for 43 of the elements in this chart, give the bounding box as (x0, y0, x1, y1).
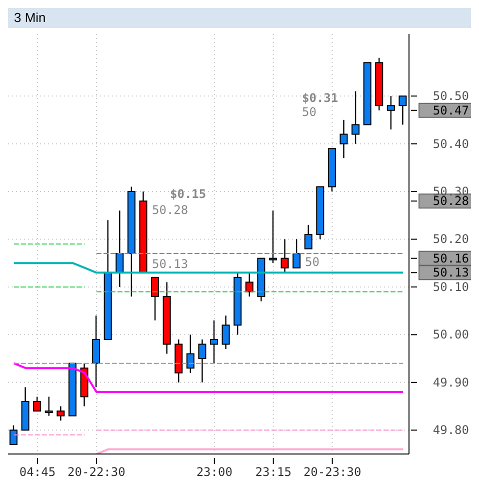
x-tick-label: 23:00 (196, 465, 232, 479)
candlestick (340, 119, 348, 159)
candlestick (292, 238, 301, 268)
y-tick-label: 50.13 (432, 266, 469, 280)
y-tick-label: 50.47 (432, 103, 469, 118)
y-tick-label: 50.10 (432, 280, 469, 294)
annotation: 50 (305, 255, 320, 269)
annotation: 50.28 (152, 203, 188, 217)
candlestick (116, 210, 124, 288)
candlestick (33, 396, 42, 412)
y-tick-label: 50.40 (432, 136, 469, 151)
y-tick-label: 50.20 (432, 232, 469, 246)
candlestick (198, 338, 206, 384)
candlestick (245, 272, 254, 298)
chart-title: 3 Min (8, 8, 471, 28)
x-tick-label: 23:15 (255, 465, 292, 479)
candlestick (280, 238, 289, 274)
candlestick (386, 95, 395, 130)
y-tick-label: 49.90 (432, 375, 469, 390)
annotation: 50.13 (152, 257, 188, 271)
annotation: $0.31 (302, 91, 338, 105)
candlestick (304, 224, 312, 250)
y-tick-label: 49.80 (432, 423, 469, 438)
annotation: $0.15 (170, 187, 206, 201)
candlestick (352, 90, 360, 144)
y-tick-label: 50.50 (432, 89, 469, 104)
candlestick (398, 95, 407, 126)
x-tick-label: 20-23:30 (303, 465, 362, 479)
candlestick (268, 210, 277, 264)
candlestick (186, 334, 194, 374)
y-tick-label: 50.00 (432, 328, 469, 342)
candlestick (151, 276, 160, 321)
x-tick-label: 20-22:30 (68, 465, 126, 479)
line-series (12, 362, 404, 393)
annotation: 50 (302, 105, 316, 119)
candlestick (10, 424, 18, 446)
x-tick-label: 04:45 (19, 465, 56, 479)
candlestick (56, 406, 65, 422)
candlestick (210, 320, 218, 364)
candlestick (92, 314, 100, 388)
candlestick (44, 396, 53, 416)
candlestick (222, 314, 230, 350)
y-tick-label: 50.16 (432, 251, 469, 266)
